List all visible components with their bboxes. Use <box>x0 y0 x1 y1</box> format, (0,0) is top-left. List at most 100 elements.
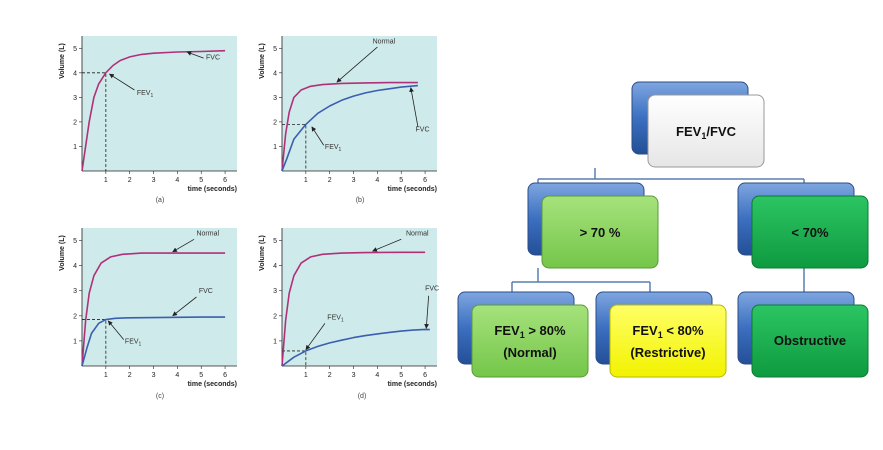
node-normal-line1: FEV1 > 80% <box>494 323 566 340</box>
chart-c-caption: (c) <box>156 393 164 400</box>
chart-d-x-tick-label: 3 <box>352 372 356 379</box>
chart-c-series-1-line <box>81 252 226 367</box>
chart-d-y-tick-label: 3 <box>273 288 277 295</box>
chart-c-x-tick-label: 2 <box>128 372 132 379</box>
chart-b-annotation-3: FEV1 <box>325 144 342 153</box>
chart-b-y-tick-label: 5 <box>273 46 277 53</box>
chart-b-x-tick-label: 6 <box>423 177 427 184</box>
node-above-70-box <box>541 195 659 269</box>
chart-b-plot-area <box>282 36 437 171</box>
annotation-arrow-11 <box>305 323 326 351</box>
node-below-70: < 70% <box>737 182 869 269</box>
node-restrictive-line1: FEV1 < 80% <box>632 323 704 340</box>
node-normal-line2: (Normal) <box>503 345 556 360</box>
chart-d-plot-area <box>282 228 437 366</box>
chart-d-x-tick-label: 1 <box>304 372 308 379</box>
annotation-arrow-7 <box>172 296 197 317</box>
annotation-arrow-5 <box>311 126 325 146</box>
chart-b-x-axis-label: time (seconds) <box>388 186 437 193</box>
chart-c-y-tick-label: 1 <box>73 338 77 345</box>
chart-d-x-tick-label: 2 <box>328 372 332 379</box>
node-restrictive-line2: (Restrictive) <box>630 345 705 360</box>
chart-b-x-tick-label: 5 <box>399 177 403 184</box>
node-restrictive-box <box>609 304 727 378</box>
chart-b-series-1-line <box>281 81 418 172</box>
chart-a-y-tick-label: 1 <box>73 144 77 151</box>
root-node: FEV1/FVC <box>631 81 765 168</box>
node-above-70: > 70 % <box>527 182 659 269</box>
annotation-arrow-1 <box>186 51 204 59</box>
chart-d-fev1-marker <box>282 350 307 366</box>
chart-d-y-tick-label: 1 <box>273 338 277 345</box>
chart-b-y-axis-label: Volume (L) <box>259 43 266 79</box>
chart-c-y-tick-label: 5 <box>73 238 77 245</box>
chart-a: 1 2 3 4 5 6 1 2 3 4 5 time (seconds) Volume (L) FVC FE… <box>59 36 237 204</box>
annotation-arrow-8 <box>107 320 125 340</box>
chart-a-annotation-2: FEV1 <box>137 90 154 99</box>
chart-d-y-tick-label: 2 <box>273 313 277 320</box>
chart-b-x-tick-label: 1 <box>304 177 308 184</box>
chart-a-x-tick-label: 1 <box>104 177 108 184</box>
chart-c-fev1-marker <box>82 319 107 366</box>
chart-c-annotation-2: FVC <box>199 288 213 295</box>
root-node-label: FEV1/FVC <box>676 124 737 141</box>
node-above-70-label: > 70 % <box>580 225 621 240</box>
chart-c-plot-area <box>82 228 237 366</box>
chart-d-caption: (d) <box>358 393 367 400</box>
annotation-arrow-10 <box>424 295 430 329</box>
chart-d-x-tick-label: 5 <box>399 372 403 379</box>
annotation-arrow-6 <box>172 238 195 253</box>
chart-c-x-tick-label: 1 <box>104 372 108 379</box>
node-obstructive: Obstructive <box>737 291 869 378</box>
chart-b-annotation-2: FVC <box>416 127 430 134</box>
chart-c-x-tick-label: 3 <box>152 372 156 379</box>
chart-d-x-tick-label: 4 <box>375 372 379 379</box>
node-obstructive-label: Obstructive <box>774 333 846 348</box>
chart-a-series-1-line <box>81 49 226 172</box>
chart-a-x-tick-label: 3 <box>152 177 156 184</box>
chart-b-x-tick-label: 2 <box>328 177 332 184</box>
chart-c-y-tick-label: 2 <box>73 313 77 320</box>
chart-a-y-tick-label: 3 <box>73 95 77 102</box>
node-restrictive: FEV1 < 80% (Restrictive) <box>595 291 727 378</box>
chart-d-y-tick-label: 5 <box>273 238 277 245</box>
chart-c-annotation-1: Normal <box>196 231 219 238</box>
spirometry-charts: 1 2 3 4 5 6 1 2 3 4 5 time (seconds) Volume (L) FVC FE… <box>59 36 439 400</box>
chart-b-y-tick-label: 2 <box>273 119 277 126</box>
chart-d-annotation-1: Normal <box>406 231 429 238</box>
chart-a-x-tick-label: 4 <box>175 177 179 184</box>
chart-b: 1 2 3 4 5 6 1 2 3 4 5 time (seconds) Volume (L) Norma… <box>259 36 437 204</box>
chart-c-x-axis-label: time (seconds) <box>188 381 237 388</box>
chart-a-annotation-1: FVC <box>206 54 220 61</box>
chart-a-x-tick-label: 5 <box>199 177 203 184</box>
chart-a-y-axis-label: Volume (L) <box>59 43 66 79</box>
chart-a-y-tick-label: 2 <box>73 119 77 126</box>
chart-b-x-tick-label: 3 <box>352 177 356 184</box>
chart-a-x-tick-label: 6 <box>223 177 227 184</box>
chart-b-caption: (b) <box>356 197 365 204</box>
node-below-70-box <box>751 195 869 269</box>
root-node-box <box>647 94 765 168</box>
annotation-arrow-9 <box>372 238 402 252</box>
chart-b-y-tick-label: 4 <box>273 70 277 77</box>
chart-b-x-tick-label: 4 <box>375 177 379 184</box>
annotation-arrow-3 <box>336 46 378 83</box>
chart-a-x-axis-label: time (seconds) <box>188 186 237 193</box>
node-normal: FEV1 > 80% (Normal) <box>457 291 589 378</box>
chart-a-y-tick-label: 5 <box>73 46 77 53</box>
chart-c-x-tick-label: 6 <box>223 372 227 379</box>
chart-c-y-axis-label: Volume (L) <box>59 235 66 271</box>
chart-b-y-tick-label: 1 <box>273 144 277 151</box>
chart-d-annotation-2: FVC <box>425 286 439 293</box>
chart-c: 1 2 3 4 5 6 1 2 3 4 5 time (seconds) Volume (L) Norma… <box>59 228 237 400</box>
node-normal-box <box>471 304 589 378</box>
chart-c-annotation-3: FEV1 <box>125 338 142 347</box>
chart-c-x-tick-label: 5 <box>199 372 203 379</box>
chart-b-y-tick-label: 3 <box>273 95 277 102</box>
chart-b-fev1-marker <box>282 123 307 171</box>
chart-d-y-tick-label: 4 <box>273 263 277 270</box>
chart-b-annotation-1: Normal <box>373 38 396 45</box>
chart-d: 1 2 3 4 5 6 1 2 3 4 5 time (seconds) Volume (L) Norma… <box>259 228 439 400</box>
chart-c-x-tick-label: 4 <box>175 372 179 379</box>
chart-d-series-1-line <box>281 251 426 367</box>
